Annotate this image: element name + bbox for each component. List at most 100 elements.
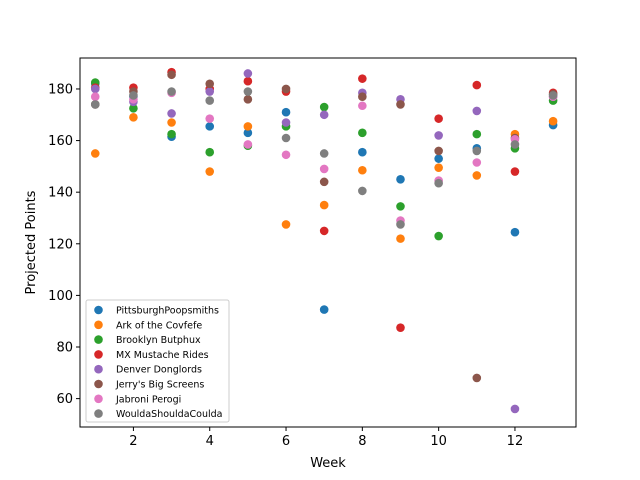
data-point xyxy=(281,150,291,160)
data-point xyxy=(281,107,291,117)
data-point xyxy=(281,118,291,127)
data-point xyxy=(319,177,329,187)
y-tick-label: 60 xyxy=(56,392,73,407)
data-point xyxy=(472,373,482,383)
x-tick-label: 10 xyxy=(430,434,447,449)
y-tick-label: 100 xyxy=(48,289,73,304)
data-point xyxy=(243,128,253,138)
data-point xyxy=(243,140,253,149)
legend-marker xyxy=(94,320,103,330)
data-point xyxy=(167,70,176,80)
data-point xyxy=(129,113,138,122)
y-tick-label: 140 xyxy=(48,186,73,201)
data-point xyxy=(205,147,215,157)
x-tick-label: 2 xyxy=(129,434,137,449)
y-axis-ticks: 60 80 100 120 140 160 180 xyxy=(48,82,80,407)
data-point xyxy=(167,129,176,139)
data-points xyxy=(90,67,558,414)
data-point xyxy=(167,109,176,118)
legend-marker xyxy=(94,394,103,404)
legend-label: PittsburghPoopsmiths xyxy=(116,306,219,317)
y-tick-label: 80 xyxy=(56,341,73,356)
data-point xyxy=(548,116,558,126)
data-point xyxy=(434,131,443,140)
legend-marker xyxy=(94,350,103,359)
y-tick-label: 160 xyxy=(48,134,73,149)
x-tick-label: 8 xyxy=(358,434,366,449)
data-point xyxy=(472,106,482,116)
x-tick-label: 6 xyxy=(282,434,290,449)
legend-label: Ark of the Covfefe xyxy=(116,320,202,331)
data-point xyxy=(205,114,215,123)
y-tick-label: 180 xyxy=(48,82,73,97)
data-point xyxy=(319,200,329,210)
data-point xyxy=(396,202,405,211)
data-point xyxy=(358,92,367,102)
legend-marker xyxy=(94,364,103,374)
data-point xyxy=(434,163,443,172)
data-point xyxy=(434,154,443,163)
data-point xyxy=(90,84,100,94)
x-axis-label: Week xyxy=(310,456,346,471)
x-tick-label: 12 xyxy=(507,434,524,449)
data-point xyxy=(358,101,367,111)
legend-marker xyxy=(94,379,103,389)
data-point xyxy=(434,231,443,241)
data-point xyxy=(358,186,367,196)
data-point xyxy=(510,167,520,176)
data-point xyxy=(358,147,367,157)
data-point xyxy=(548,91,558,100)
legend-label: Brooklyn Butphux xyxy=(116,335,201,346)
data-point xyxy=(319,102,329,112)
data-point xyxy=(358,128,367,138)
legend-marker xyxy=(94,305,103,315)
data-point xyxy=(510,140,520,149)
data-point xyxy=(319,305,329,314)
data-point xyxy=(396,100,405,109)
data-point xyxy=(472,129,482,139)
data-point xyxy=(396,234,405,243)
data-point xyxy=(434,114,443,123)
data-point xyxy=(205,79,215,89)
axes-frame xyxy=(79,57,577,428)
data-point xyxy=(434,178,443,188)
data-point xyxy=(358,165,367,175)
legend-label: MX Mustache Rides xyxy=(116,350,209,361)
data-point xyxy=(319,149,329,158)
legend-marker xyxy=(94,335,103,344)
data-point xyxy=(472,171,482,180)
data-point xyxy=(205,167,215,176)
data-point xyxy=(129,104,138,113)
legend-box xyxy=(85,299,230,423)
data-point xyxy=(510,404,520,414)
data-point xyxy=(205,87,215,96)
y-tick-label: 120 xyxy=(48,237,73,252)
data-point xyxy=(472,146,482,156)
x-tick-label: 4 xyxy=(206,434,214,449)
data-point xyxy=(434,146,443,156)
legend-label: Jerry's Big Screens xyxy=(115,380,204,391)
y-axis-label: Projected Points xyxy=(24,190,39,294)
data-point xyxy=(129,91,138,100)
data-point xyxy=(90,92,100,102)
data-point xyxy=(396,174,405,184)
data-point xyxy=(205,122,215,131)
data-point xyxy=(243,87,253,96)
data-point xyxy=(243,94,253,104)
data-point xyxy=(396,220,405,229)
data-point xyxy=(281,220,291,229)
data-point xyxy=(319,110,329,120)
data-point xyxy=(167,118,176,127)
legend-label: Jabroni Perogi xyxy=(115,394,181,405)
data-point xyxy=(243,122,253,131)
data-point xyxy=(243,69,253,78)
data-point xyxy=(90,100,100,109)
data-point xyxy=(319,164,329,174)
legend: PittsburghPoopsmiths Ark of the Covfefe Br… xyxy=(85,299,230,423)
data-point xyxy=(205,96,215,105)
data-point xyxy=(319,226,329,236)
data-point xyxy=(281,133,291,143)
data-point xyxy=(396,323,405,332)
data-point xyxy=(510,227,520,237)
